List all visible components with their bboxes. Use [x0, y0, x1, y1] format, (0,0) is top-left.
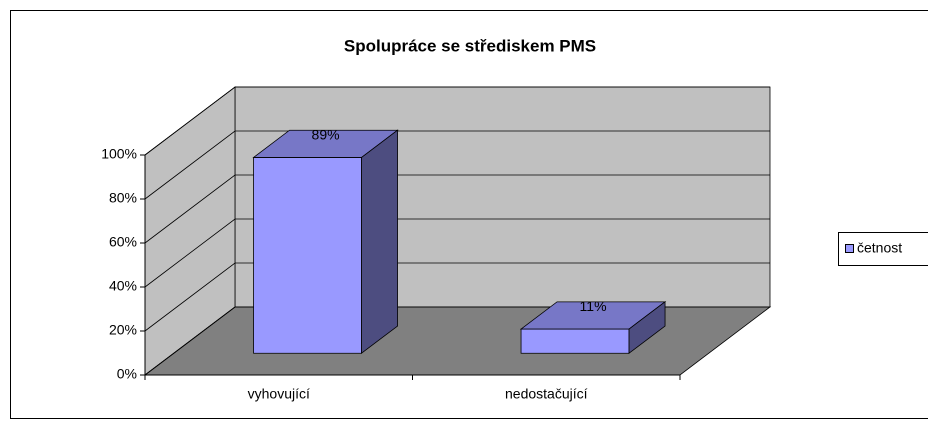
grid-line — [144, 130, 770, 200]
grid-line — [144, 218, 770, 288]
bar-side — [628, 301, 666, 355]
y-tick-label: 100% — [101, 146, 137, 162]
bar-front — [520, 328, 630, 354]
y-tick-label: 80% — [109, 190, 137, 206]
bar-side — [361, 129, 398, 355]
y-tick-label: 40% — [109, 278, 137, 294]
x-tick-label: vyhovující — [248, 386, 310, 402]
y-tick-label: 60% — [109, 234, 137, 250]
y-tick-label: 20% — [109, 322, 137, 338]
legend-swatch — [845, 244, 854, 253]
data-label: 89% — [312, 127, 340, 143]
x-tick-label: nedostačující — [505, 386, 588, 402]
data-label: 11% — [580, 298, 607, 314]
bar — [519, 301, 667, 355]
grid-line — [144, 262, 770, 332]
grid-line — [144, 86, 770, 156]
grid-line — [144, 174, 770, 244]
bar — [252, 129, 399, 355]
bar-front — [253, 157, 362, 354]
y-tick-label: 0% — [117, 366, 137, 382]
chart-title: Spolupráce se střediskem PMS — [344, 36, 596, 55]
legend-label: četnost — [857, 240, 902, 256]
floor — [143, 306, 772, 376]
